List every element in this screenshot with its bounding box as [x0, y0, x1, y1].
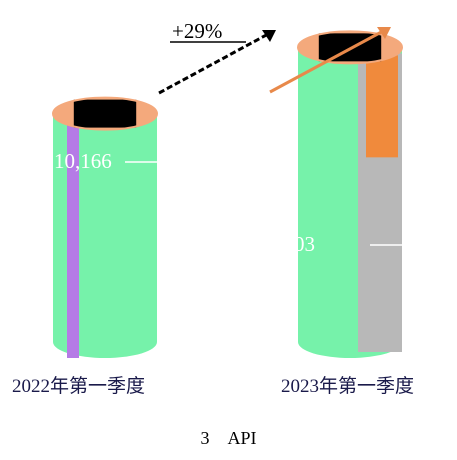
label-layer: 10,166 03 +29% 2022年第一季度 2023年第一季度: [12, 19, 414, 397]
cylinder-lid-outline-1: [297, 30, 403, 65]
category-label-2023: 2023年第一季度: [281, 375, 414, 397]
cylinder-slice-accent-1: [366, 55, 398, 158]
growth-label: +29%: [172, 19, 222, 43]
growth-arrow-black: [158, 31, 271, 95]
growth-arrowhead-black: [262, 30, 276, 42]
cylinder-slice-0: [67, 117, 79, 358]
growth-arrow-orange: [269, 28, 386, 94]
value-label-2022: 10,166: [54, 149, 112, 173]
growth-arrowhead-orange: [377, 27, 391, 39]
growth-arrow-layer: [158, 27, 391, 95]
value-label-2023: 03: [294, 232, 315, 256]
category-label-2022: 2022年第一季度: [12, 375, 145, 397]
figure-caption: 3 API: [200, 428, 257, 448]
cylinder-layer: [52, 30, 403, 358]
cylinder-lid-outline-0: [52, 96, 158, 131]
cylinder-lid-inner-0: [73, 99, 137, 128]
